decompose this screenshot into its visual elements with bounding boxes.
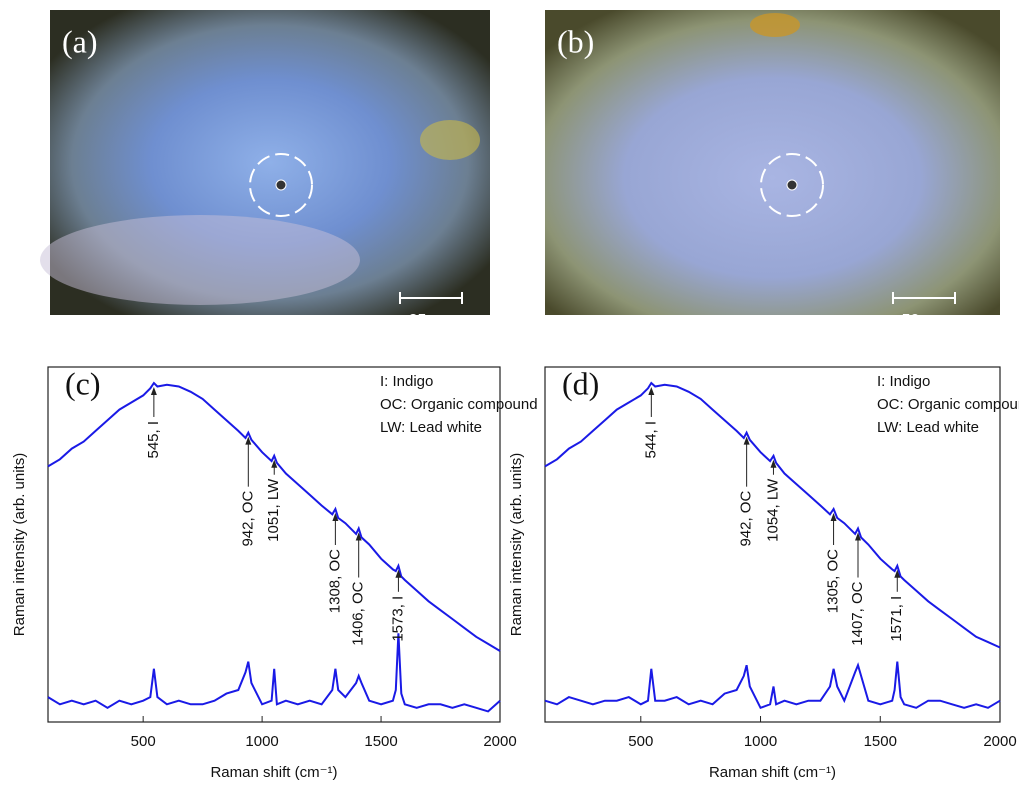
- annotation: 1308, OC: [326, 549, 343, 613]
- plot-frame: [47, 366, 501, 723]
- arrow-head: [355, 532, 362, 541]
- annotation: 1406, OC: [350, 581, 367, 645]
- micrograph: [545, 10, 1000, 315]
- annotation: 1054, LW: [764, 478, 781, 542]
- y-axis-label: Raman intensity (arb. units): [11, 453, 28, 636]
- arrow-head: [332, 513, 339, 521]
- x-tick-label: 2000: [483, 733, 516, 750]
- annotation: 1407, OC: [849, 581, 866, 645]
- spot-ring: [760, 153, 824, 217]
- annotation: 544, I: [642, 421, 659, 459]
- texture: [420, 120, 480, 160]
- x-axis-label: Raman shift (cm⁻¹): [210, 764, 337, 781]
- texture: [750, 13, 800, 37]
- spot-ring: [249, 153, 313, 217]
- scale-label: 50 µm: [902, 312, 947, 329]
- x-tick-label: 500: [628, 733, 653, 750]
- spectrum: [47, 381, 501, 652]
- arrow-head: [271, 459, 278, 468]
- arrow-head: [245, 436, 252, 445]
- spot: [786, 179, 798, 191]
- legend-note: LW: Lead white: [877, 419, 979, 436]
- arrow-head: [854, 532, 861, 541]
- arrow-head: [770, 459, 777, 468]
- annotation: 942, OC: [239, 491, 256, 547]
- arrow-head: [743, 436, 750, 445]
- annotation: 1571, I: [888, 596, 905, 642]
- panel-label: (a): [62, 23, 98, 59]
- panel-label: (c): [65, 365, 101, 401]
- x-axis-label: Raman shift (cm⁻¹): [709, 764, 836, 781]
- arrow-head: [150, 386, 157, 395]
- panel-label: (b): [557, 23, 594, 59]
- x-tick-label: 1000: [744, 733, 777, 750]
- annotation: 1051, LW: [265, 478, 282, 542]
- annotation: 1573, I: [389, 596, 406, 642]
- arrow-head: [830, 513, 837, 521]
- legend-note: OC: Organic compound: [380, 396, 538, 413]
- x-tick-label: 2000: [983, 733, 1016, 750]
- arrow-head: [648, 386, 655, 395]
- spectrum: [544, 661, 1001, 710]
- y-axis-label: Raman intensity (arb. units): [508, 453, 525, 636]
- legend-note: OC: Organic compound: [877, 396, 1019, 413]
- photo-a: (a) 25 µm: [40, 10, 490, 329]
- x-tick-label: 1000: [245, 733, 278, 750]
- spectrum: [544, 381, 1001, 649]
- spectrum: [47, 633, 501, 713]
- legend-note: I: Indigo: [380, 373, 433, 390]
- annotation: 942, OC: [738, 491, 755, 547]
- annotation: 1305, OC: [825, 549, 842, 613]
- x-tick-label: 500: [131, 733, 156, 750]
- x-tick-label: 1500: [364, 733, 397, 750]
- arrow-head: [894, 569, 901, 578]
- panel-label: (d): [562, 365, 599, 401]
- x-tick-label: 1500: [864, 733, 897, 750]
- texture: [40, 215, 360, 305]
- arrow-head: [395, 569, 402, 578]
- legend-note: LW: Lead white: [380, 419, 482, 436]
- scale-label: 25 µm: [409, 312, 454, 329]
- photo-b: (b) 50 µm: [545, 10, 1000, 329]
- plot-frame: [544, 366, 1001, 723]
- legend-note: I: Indigo: [877, 373, 930, 390]
- annotation: 545, I: [145, 421, 162, 459]
- spot: [275, 179, 287, 191]
